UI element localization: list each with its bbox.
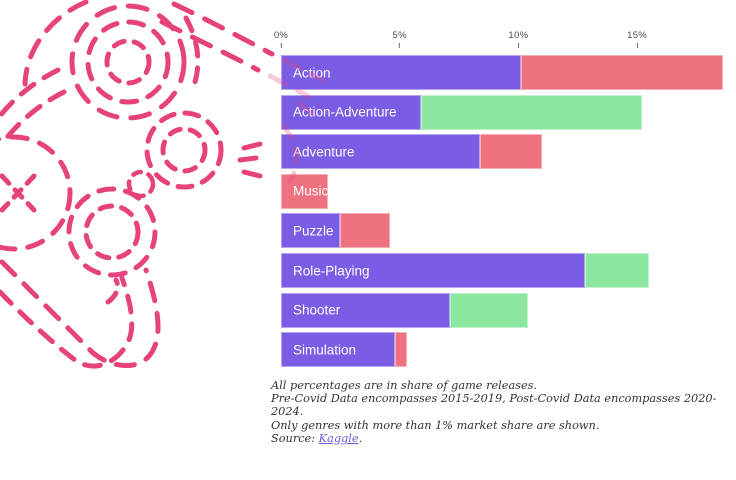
bar-segment-growth bbox=[449, 292, 528, 328]
kaggle-link[interactable]: Kaggle bbox=[318, 431, 359, 445]
axis-tick: 10% bbox=[508, 31, 528, 48]
bar-row-puzzle: Puzzle bbox=[281, 213, 391, 249]
axis-tick-label: 15% bbox=[627, 30, 648, 41]
axis-tick-label: 0% bbox=[273, 30, 289, 41]
axis-tick-label: 10% bbox=[508, 30, 529, 41]
source-period: . bbox=[358, 431, 363, 445]
bar-segment-overlap bbox=[281, 134, 481, 170]
bar-segment-decline bbox=[394, 332, 407, 368]
bar-segment-decline bbox=[480, 134, 543, 170]
bar-label: Simulation bbox=[293, 342, 357, 358]
axis-tick-mark bbox=[280, 43, 282, 48]
bar-segment-overlap bbox=[281, 332, 395, 368]
bar-label: Action bbox=[293, 65, 331, 80]
bar-segment-overlap bbox=[281, 213, 341, 249]
bar-label: Role-Playing bbox=[293, 263, 370, 278]
axis-tick: 0% bbox=[274, 31, 288, 48]
bar-segment-overlap bbox=[281, 55, 521, 90]
footnote-line: All percentages are in share of game rel… bbox=[271, 379, 538, 392]
bar-label: Puzzle bbox=[293, 223, 334, 239]
bar-label: Music bbox=[293, 183, 329, 199]
axis-tick: 5% bbox=[393, 31, 407, 48]
axis-tick-mark bbox=[517, 43, 519, 48]
footnote: All percentages are in share of game rel… bbox=[271, 379, 736, 445]
bar-segment-overlap bbox=[281, 253, 585, 288]
bar-row-role-playing: Role-Playing bbox=[281, 253, 649, 288]
bar-row-adventure: Adventure bbox=[281, 134, 543, 170]
axis-tick-label: 5% bbox=[392, 30, 407, 41]
bar-label: Adventure bbox=[293, 144, 355, 160]
bar-label: Shooter bbox=[293, 302, 341, 318]
bar-segment-growth bbox=[584, 253, 649, 288]
source-label: Source: bbox=[271, 431, 319, 445]
bar-segment-growth bbox=[421, 94, 642, 130]
footnote-line: Only genres with more than 1% market sha… bbox=[271, 418, 600, 432]
genre-share-chart: 0% 5% 10% 15% Action Action-Adventure Adventu… bbox=[274, 31, 723, 368]
bar-segment-decline bbox=[281, 173, 329, 209]
bar-segment-decline bbox=[340, 213, 391, 249]
bar-segment-overlap bbox=[281, 292, 450, 328]
axis-tick-mark bbox=[399, 43, 401, 48]
axis-tick-mark bbox=[636, 43, 638, 48]
bar-row-simulation: Simulation bbox=[281, 332, 407, 368]
bar-segment-decline bbox=[520, 55, 723, 90]
axis-tick: 15% bbox=[627, 31, 647, 48]
bar-row-action-adventure: Action-Adventure bbox=[281, 94, 642, 130]
source-line: Source: Kaggle. bbox=[271, 432, 736, 445]
bar-label: Action-Adventure bbox=[293, 104, 397, 120]
bar-row-shooter: Shooter bbox=[281, 292, 528, 328]
footnote-line: Pre-Covid Data encompasses 2015-2019, Po… bbox=[271, 392, 717, 419]
bar-row-music: Music bbox=[281, 173, 329, 209]
bar-segment-overlap bbox=[281, 94, 422, 130]
bar-row-action: Action bbox=[281, 55, 723, 90]
